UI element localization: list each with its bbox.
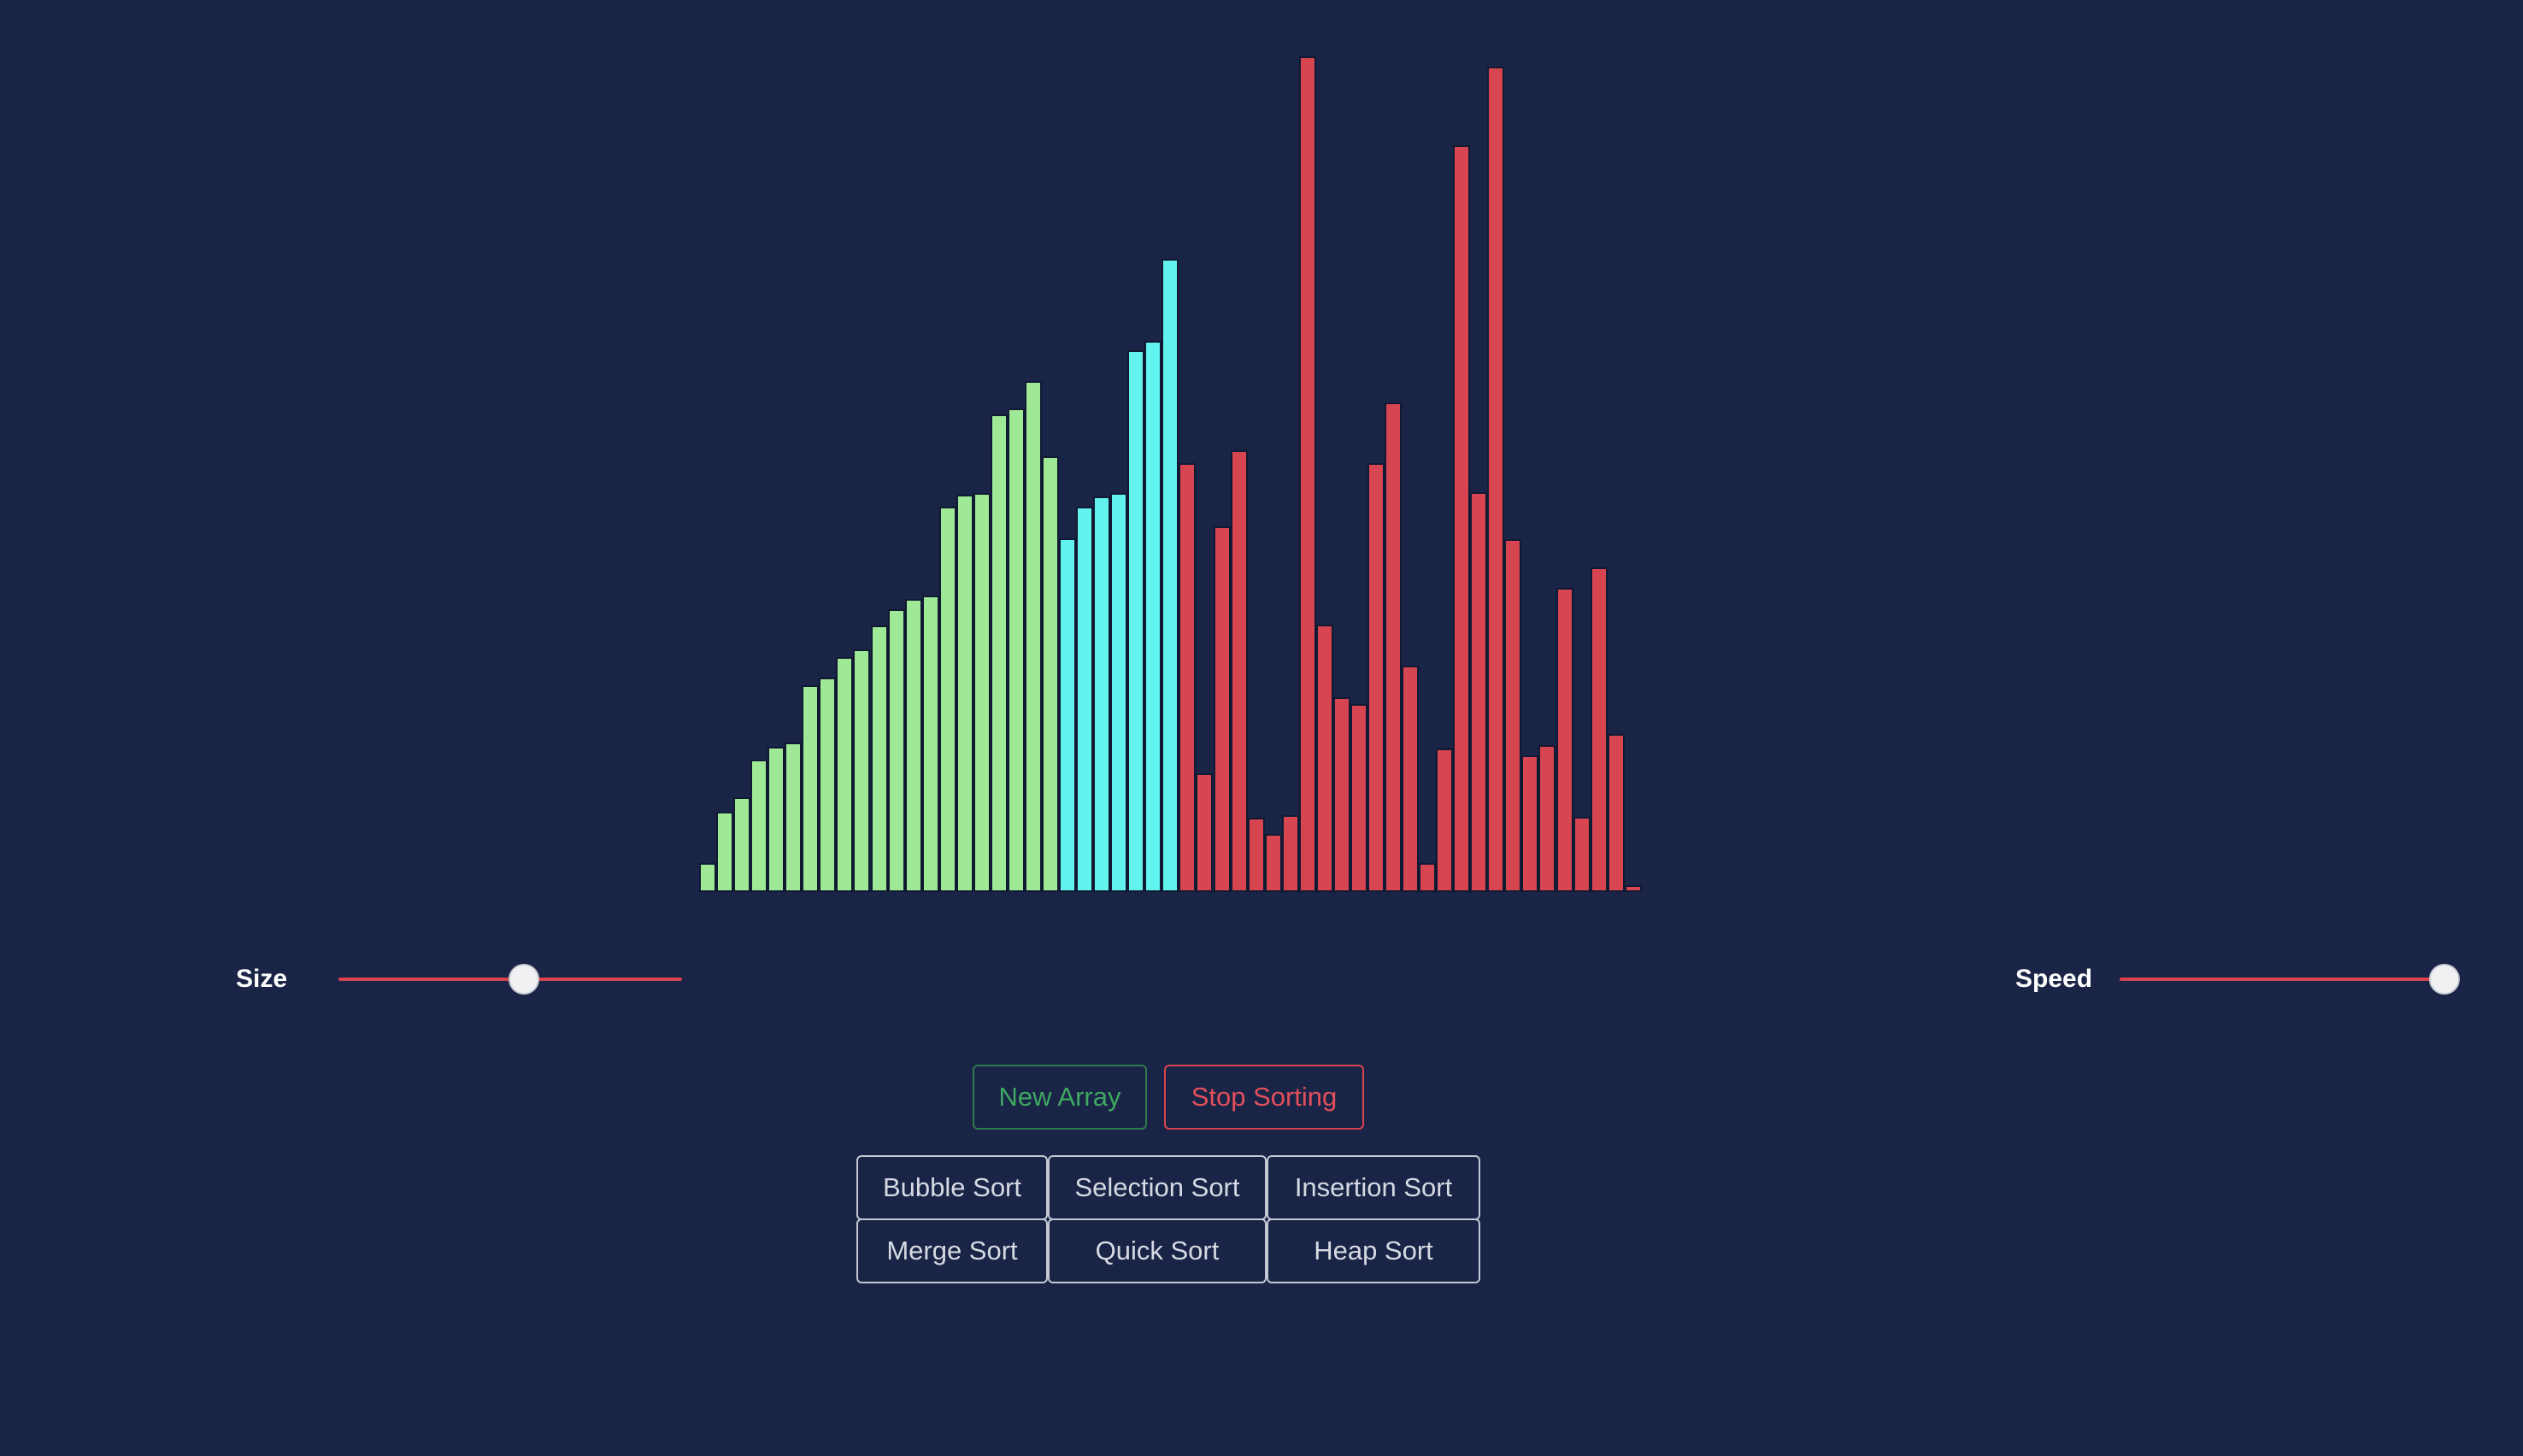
speed-slider[interactable] (2120, 960, 2460, 998)
bubble-sort-button[interactable]: Bubble Sort (856, 1155, 1048, 1220)
array-bar (1264, 833, 1282, 892)
array-bar (870, 625, 888, 892)
array-bar (1315, 625, 1333, 892)
speed-slider-track[interactable] (2120, 978, 2444, 981)
array-bar (716, 812, 734, 892)
array-bar (1590, 567, 1608, 892)
array-bar (1024, 381, 1042, 892)
array-bar (1093, 496, 1111, 892)
array-bar (1127, 350, 1145, 892)
array-bar (1538, 744, 1556, 892)
array-bar (1367, 463, 1385, 892)
array-bar (990, 414, 1008, 892)
array-bar (921, 595, 939, 892)
size-slider[interactable] (338, 960, 682, 998)
array-bar (802, 685, 820, 892)
array-bar (1556, 588, 1573, 892)
new-array-button[interactable]: New Array (973, 1065, 1147, 1130)
array-bars (699, 56, 1642, 892)
array-bar (699, 862, 716, 892)
size-label: Size (236, 965, 288, 993)
array-bar (887, 609, 905, 892)
array-bar (767, 746, 785, 892)
array-bar (1470, 491, 1488, 892)
array-bar (1059, 538, 1077, 892)
array-bar (1504, 539, 1522, 892)
stop-sorting-button[interactable]: Stop Sorting (1164, 1065, 1364, 1130)
array-bar (836, 657, 854, 892)
array-bar (1385, 402, 1402, 892)
insertion-sort-button[interactable]: Insertion Sort (1267, 1155, 1480, 1220)
array-bar (1110, 493, 1128, 892)
array-bar (733, 796, 751, 892)
array-bar (973, 492, 991, 892)
speed-label: Speed (2015, 965, 2093, 993)
array-bar (1196, 773, 1214, 892)
array-bar (1436, 748, 1454, 892)
selection-sort-button[interactable]: Selection Sort (1048, 1155, 1267, 1220)
array-bar (819, 677, 837, 892)
array-bar (1487, 66, 1505, 892)
array-bar (1281, 815, 1299, 892)
array-bar (1521, 754, 1539, 892)
array-bar (1230, 449, 1248, 892)
array-bar (1453, 144, 1471, 892)
array-bar (853, 649, 871, 892)
merge-sort-button[interactable]: Merge Sort (856, 1218, 1048, 1283)
array-bar (956, 495, 973, 892)
array-bar (1076, 507, 1094, 892)
quick-sort-button[interactable]: Quick Sort (1048, 1218, 1267, 1283)
array-bar (1179, 463, 1197, 892)
array-bar (1402, 665, 1420, 892)
array-bar (1298, 56, 1316, 892)
array-bar (1419, 862, 1437, 892)
array-bar (1247, 817, 1265, 892)
array-bar (1607, 734, 1625, 892)
array-bar (785, 742, 803, 892)
array-bar (1162, 258, 1179, 892)
array-bar (1213, 525, 1231, 892)
array-bar (1332, 697, 1350, 892)
speed-slider-thumb[interactable] (2429, 964, 2460, 995)
array-bar (938, 507, 956, 892)
heap-sort-button[interactable]: Heap Sort (1267, 1218, 1480, 1283)
array-bar (904, 598, 922, 892)
array-bar (750, 760, 768, 892)
array-bar (1573, 816, 1591, 892)
array-bar (1042, 456, 1059, 892)
array-bar (1007, 408, 1025, 892)
array-bar (1350, 703, 1367, 892)
array-bar (1624, 885, 1642, 892)
array-bar (1144, 340, 1162, 892)
size-slider-thumb[interactable] (509, 964, 540, 995)
